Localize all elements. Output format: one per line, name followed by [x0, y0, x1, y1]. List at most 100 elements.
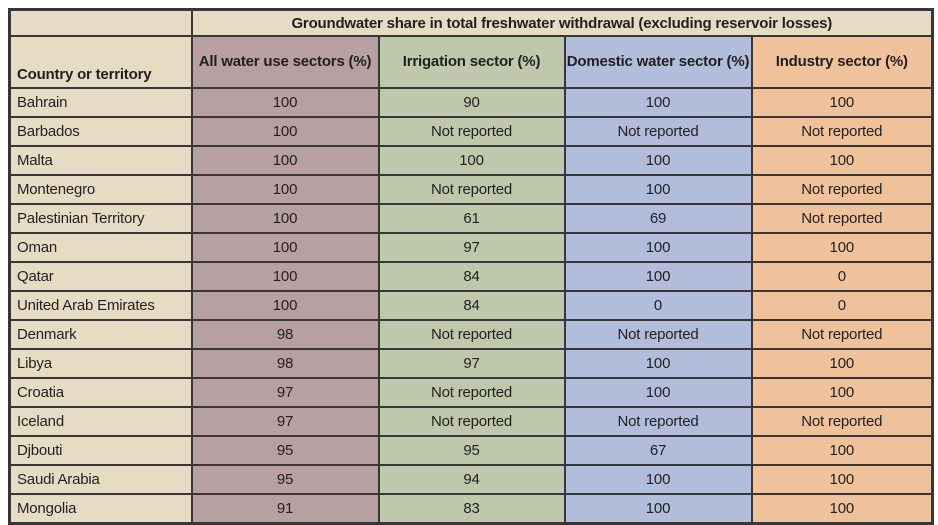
value-cell: 100	[750, 464, 934, 495]
table-row: Iceland 97 Not reported Not reported Not rep…	[8, 406, 934, 437]
value-cell: 100	[750, 348, 934, 379]
value-cell: 69	[563, 203, 753, 234]
table-body: Bahrain 100 90 100 100 Barbados 100 Not reporte…	[8, 87, 934, 525]
value-cell: 100	[563, 232, 753, 263]
value-cell: 91	[190, 493, 380, 525]
table-row: Barbados 100 Not reported Not reported Not r…	[8, 116, 934, 147]
value-cell: 100	[190, 116, 380, 147]
value-cell: 100	[750, 377, 934, 408]
table-row: Libya 98 97 100 100	[8, 348, 934, 379]
country-cell: Libya	[8, 348, 193, 379]
value-cell: 84	[377, 261, 566, 292]
country-cell: Croatia	[8, 377, 193, 408]
table-row: United Arab Emirates 100 84 0 0	[8, 290, 934, 321]
value-cell: 0	[750, 290, 934, 321]
value-cell: 100	[563, 493, 753, 525]
column-header-irrigation: Irrigation sector (%)	[377, 35, 566, 89]
value-cell: 100	[563, 348, 753, 379]
country-cell: Mongolia	[8, 493, 193, 525]
value-cell: 97	[377, 348, 566, 379]
table-row: Djbouti 95 95 67 100	[8, 435, 934, 466]
value-cell: 100	[190, 203, 380, 234]
country-cell: Palestinian Territory	[8, 203, 193, 234]
value-cell: 95	[190, 464, 380, 495]
country-cell: Iceland	[8, 406, 193, 437]
value-cell: Not reported	[750, 174, 934, 205]
value-cell: 0	[563, 290, 753, 321]
value-cell: 100	[750, 435, 934, 466]
table-row: Qatar 100 84 100 0	[8, 261, 934, 292]
value-cell: 97	[190, 406, 380, 437]
country-cell: Barbados	[8, 116, 193, 147]
value-cell: 97	[190, 377, 380, 408]
value-cell: 0	[750, 261, 934, 292]
value-cell: 100	[750, 493, 934, 525]
value-cell: 100	[750, 232, 934, 263]
value-cell: 90	[377, 87, 566, 118]
value-cell: 100	[190, 145, 380, 176]
value-cell: 100	[563, 87, 753, 118]
header-row: Country or territory All water use secto…	[8, 35, 934, 89]
value-cell: 100	[563, 464, 753, 495]
table-row: Saudi Arabia 95 94 100 100	[8, 464, 934, 495]
value-cell: Not reported	[750, 406, 934, 437]
value-cell: 98	[190, 348, 380, 379]
table-row: Mongolia 91 83 100 100	[8, 493, 934, 525]
value-cell: Not reported	[377, 116, 566, 147]
column-header-all-water-use: All water use sectors (%)	[190, 35, 380, 89]
value-cell: 100	[750, 87, 934, 118]
table-row: Oman 100 97 100 100	[8, 232, 934, 263]
country-cell: Malta	[8, 145, 193, 176]
value-cell: 95	[377, 435, 566, 466]
value-cell: 67	[563, 435, 753, 466]
value-cell: Not reported	[563, 319, 753, 350]
value-cell: 83	[377, 493, 566, 525]
value-cell: Not reported	[563, 116, 753, 147]
value-cell: Not reported	[750, 203, 934, 234]
value-cell: 95	[190, 435, 380, 466]
country-cell: Djbouti	[8, 435, 193, 466]
value-cell: Not reported	[377, 377, 566, 408]
country-cell: Denmark	[8, 319, 193, 350]
table-row: Denmark 98 Not reported Not reported Not rep…	[8, 319, 934, 350]
value-cell: 100	[563, 145, 753, 176]
value-cell: 100	[190, 87, 380, 118]
value-cell: Not reported	[377, 319, 566, 350]
value-cell: Not reported	[750, 319, 934, 350]
page: Groundwater share in total freshwater wi…	[8, 8, 935, 525]
column-header-industry: Industry sector (%)	[750, 35, 934, 89]
country-cell: Qatar	[8, 261, 193, 292]
table-row: Bahrain 100 90 100 100	[8, 87, 934, 118]
value-cell: Not reported	[377, 406, 566, 437]
value-cell: 100	[190, 174, 380, 205]
value-cell: Not reported	[377, 174, 566, 205]
value-cell: Not reported	[750, 116, 934, 147]
value-cell: 100	[563, 377, 753, 408]
value-cell: 100	[750, 145, 934, 176]
value-cell: 94	[377, 464, 566, 495]
value-cell: Not reported	[563, 406, 753, 437]
value-cell: 100	[563, 261, 753, 292]
corner-cell	[8, 8, 193, 37]
country-cell: Bahrain	[8, 87, 193, 118]
country-cell: Saudi Arabia	[8, 464, 193, 495]
title-row: Groundwater share in total freshwater wi…	[8, 8, 934, 37]
table-row: Croatia 97 Not reported 100 100	[8, 377, 934, 408]
value-cell: 100	[190, 261, 380, 292]
value-cell: 100	[190, 232, 380, 263]
value-cell: 100	[377, 145, 566, 176]
value-cell: 97	[377, 232, 566, 263]
country-cell: Oman	[8, 232, 193, 263]
value-cell: 100	[190, 290, 380, 321]
value-cell: 98	[190, 319, 380, 350]
table-row: Malta 100 100 100 100	[8, 145, 934, 176]
column-header-domestic: Domestic water sector (%)	[563, 35, 753, 89]
table-row: Palestinian Territory 100 61 69 Not reported	[8, 203, 934, 234]
value-cell: 61	[377, 203, 566, 234]
table-row: Montenegro 100 Not reported 100 Not reported	[8, 174, 934, 205]
country-cell: United Arab Emirates	[8, 290, 193, 321]
value-cell: 100	[563, 174, 753, 205]
groundwater-table: Groundwater share in total freshwater wi…	[8, 8, 935, 525]
country-column-header: Country or territory	[8, 35, 193, 89]
value-cell: 84	[377, 290, 566, 321]
